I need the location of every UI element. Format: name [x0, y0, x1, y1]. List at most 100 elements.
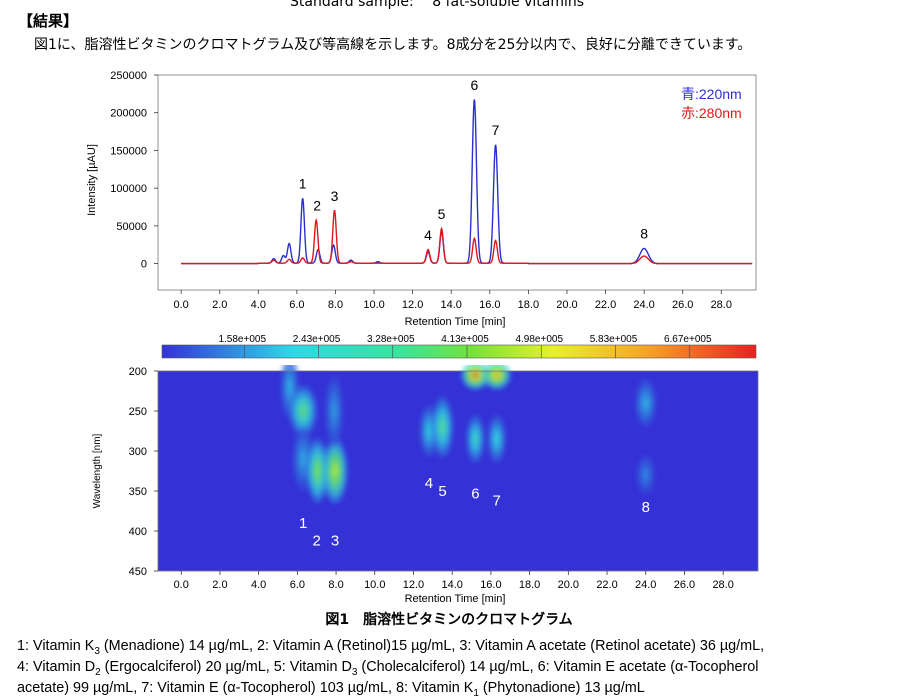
x-tick-label: 8.0	[328, 299, 343, 311]
heat-peak-label: 6	[471, 485, 479, 502]
footnote-text: (Menadione) 14 µg/mL, 2: Vitamin A (Reti…	[99, 638, 765, 654]
x-tick-label: 18.0	[518, 299, 539, 311]
heat-spot	[440, 420, 445, 434]
heat-x-tick-label: 24.0	[635, 579, 656, 591]
peak-label: 4	[424, 227, 432, 243]
peak-label: 3	[331, 188, 339, 204]
x-tick-label: 26.0	[672, 299, 693, 311]
y-tick-label: 0	[141, 259, 147, 271]
peak-label: 6	[470, 77, 478, 93]
heatmap-background	[158, 371, 758, 571]
legend-220nm: 青:220nm	[681, 86, 742, 102]
heat-spot	[300, 405, 306, 417]
heat-spot	[300, 452, 306, 466]
y-axis-label: Intensity [µAU]	[86, 144, 98, 216]
heat-x-tick-label: 20.0	[558, 579, 579, 591]
heat-x-tick-label: 8.0	[328, 579, 343, 591]
peak-label: 1	[299, 176, 307, 192]
footnote-subscript: 1	[473, 687, 479, 699]
y-tick-label: 200000	[110, 108, 147, 120]
heat-y-tick-label: 200	[129, 366, 147, 378]
peak-label: 7	[492, 122, 500, 138]
footnote-subscript: 3	[351, 666, 358, 678]
x-tick-label: 6.0	[289, 299, 304, 311]
x-tick-label: 12.0	[402, 299, 423, 311]
scale-tick-label: 4.98e+005	[515, 334, 563, 345]
color-scale-gradient	[161, 344, 757, 359]
y-tick-label: 150000	[110, 145, 147, 157]
scale-tick-label: 3.28e+005	[367, 334, 415, 345]
scale-tick-label: 5.83e+005	[590, 334, 638, 345]
x-tick-label: 14.0	[441, 299, 462, 311]
heat-x-tick-label: 4.0	[251, 579, 266, 591]
figure-caption: 図1 脂溶性ビタミンのクロマトグラム	[325, 612, 573, 628]
compound-line-3: acetate) 99 µg/mL, 7: Vitamin E (α-Tocop…	[17, 678, 897, 699]
heat-spot	[287, 380, 292, 394]
heat-x-tick-label: 28.0	[712, 579, 733, 591]
x-tick-label: 20.0	[556, 299, 577, 311]
heat-peak-label: 4	[425, 475, 433, 492]
heat-peak-label: 1	[299, 515, 307, 532]
footnote-text: 4: Vitamin D	[17, 659, 96, 675]
heat-spot	[494, 434, 499, 444]
cut-off-heading: Standard sample: 8 fat-soluble vitamins	[290, 0, 585, 10]
heat-peak-label: 8	[642, 499, 650, 516]
scale-tick-label: 6.67e+005	[664, 334, 712, 345]
heat-spot	[643, 398, 648, 408]
heat-spot	[427, 425, 431, 437]
peak-label: 2	[313, 198, 321, 214]
heat-x-axis-label: Retention Time [min]	[405, 593, 506, 605]
heat-spot	[332, 464, 338, 478]
x-tick-label: 2.0	[212, 299, 227, 311]
compound-line-2: 4: Vitamin D2 (Ergocalciferol) 20 µg/mL,…	[17, 657, 897, 678]
heat-spot	[473, 434, 478, 444]
heat-peak-label: 5	[438, 483, 446, 500]
section-title: 【結果】	[18, 12, 79, 30]
heat-peak-label: 7	[493, 493, 501, 510]
heat-peak-label: 2	[313, 533, 321, 550]
heat-x-tick-label: 18.0	[519, 579, 540, 591]
contour-heatmap: 200 250 300 350 400 450 0.0 2.0 4.0 6.0 8.0 10.0 12.…	[92, 365, 759, 605]
heat-y-tick-label: 350	[129, 486, 147, 498]
intro-text: 図1に、脂溶性ビタミンのクロマトグラム及び等高線を示します。8成分を25分以内で…	[34, 37, 752, 53]
footnote-text: (Ergocalciferol) 20 µg/mL, 5: Vitamin D	[100, 659, 352, 675]
scale-tick-label: 1.58e+005	[218, 334, 266, 345]
heat-x-tick-label: 2.0	[212, 579, 227, 591]
x-tick-label: 4.0	[251, 299, 266, 311]
heat-x-tick-label: 22.0	[596, 579, 617, 591]
plot-frame	[157, 74, 757, 291]
heat-x-tick-label: 12.0	[403, 579, 424, 591]
peak-label: 5	[438, 206, 446, 222]
heat-y-tick-label: 300	[129, 446, 147, 458]
footnote-text: (Phytonadione) 13 µg/mL	[478, 680, 645, 696]
x-tick-label: 24.0	[633, 299, 654, 311]
heat-y-tick-label: 450	[129, 566, 147, 578]
heat-x-tick-label: 16.0	[480, 579, 501, 591]
legend-280nm: 赤:280nm	[681, 105, 742, 121]
footnote-subscript: 3	[94, 645, 100, 657]
heat-x-tick-label: 10.0	[364, 579, 385, 591]
heat-frame	[157, 370, 759, 572]
heat-spot	[472, 372, 479, 378]
x-tick-label: 0.0	[173, 299, 188, 311]
heat-x-tick-label: 26.0	[674, 579, 695, 591]
heat-spot	[315, 464, 320, 478]
heat-y-tick-label: 250	[129, 406, 147, 418]
scale-tick-label: 2.43e+005	[293, 334, 341, 345]
series-line-220nm	[181, 99, 753, 265]
x-tick-label: 10.0	[363, 299, 384, 311]
heat-spot	[493, 372, 500, 378]
compound-line-1: 1: Vitamin K3 (Menadione) 14 µg/mL, 2: V…	[17, 636, 897, 657]
y-tick-label: 250000	[110, 70, 147, 82]
x-tick-label: 16.0	[479, 299, 500, 311]
heat-x-tick-label: 0.0	[174, 579, 189, 591]
y-tick-label: 50000	[116, 221, 147, 233]
heat-x-tick-label: 14.0	[441, 579, 462, 591]
x-tick-label: 22.0	[595, 299, 616, 311]
footnote-text: 1: Vitamin K	[17, 638, 95, 654]
peak-label: 8	[640, 226, 648, 242]
x-axis-label: Retention Time [min]	[405, 316, 506, 328]
heat-y-tick-label: 400	[129, 526, 147, 538]
footnote-text: acetate) 99 µg/mL, 7: Vitamin E (α-Tocop…	[17, 680, 474, 696]
heat-x-tick-label: 6.0	[290, 579, 305, 591]
